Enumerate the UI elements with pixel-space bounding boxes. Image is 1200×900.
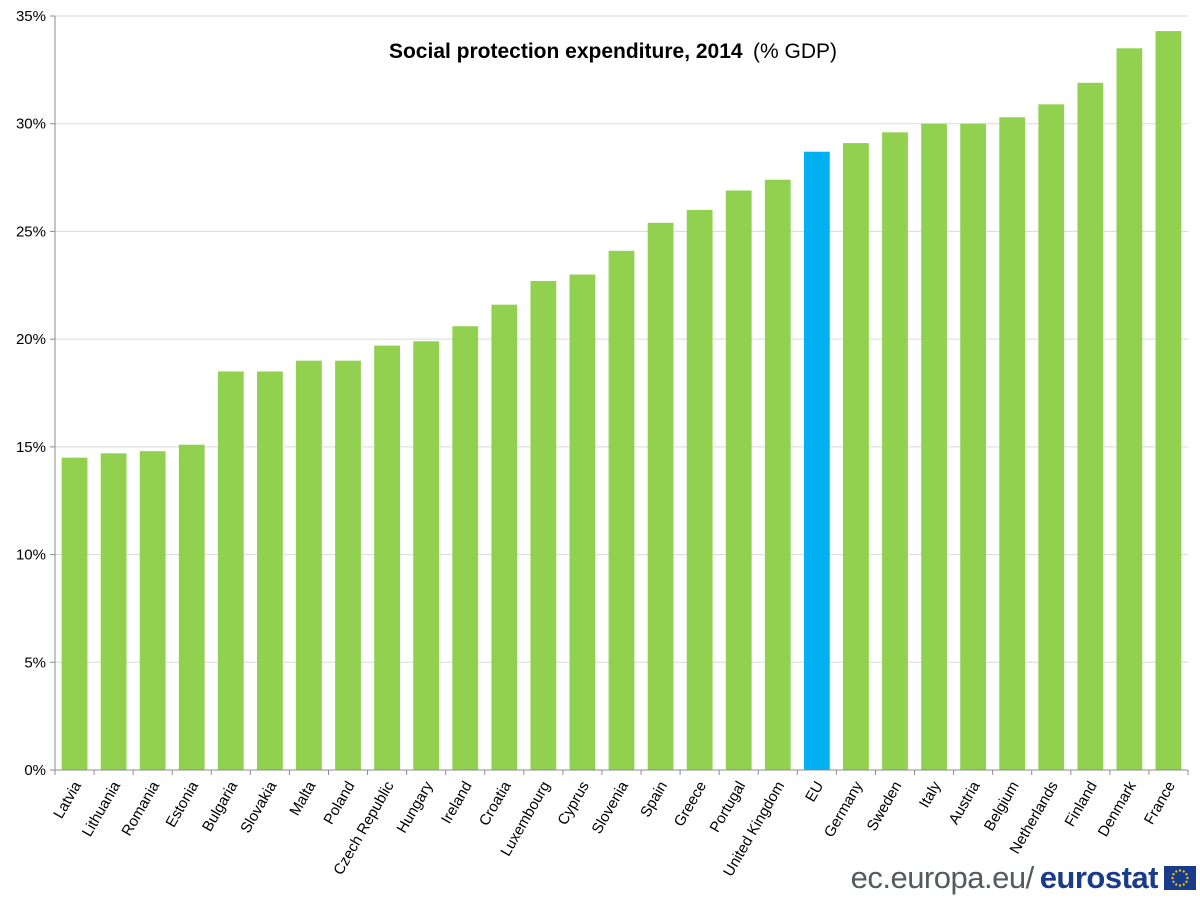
x-tick-label: Slovenia [588,778,632,837]
flag-star [1178,869,1182,872]
bar-czech-republic [374,345,400,770]
bar-bulgaria [217,371,244,770]
y-tick-label: 10% [16,547,46,564]
flag-star [1178,884,1182,887]
x-tick-label: Slovakia [237,778,280,836]
bar-eu [803,151,830,771]
flag-star [1185,873,1188,876]
flag-star [1186,876,1189,880]
bar-denmark [1116,48,1143,771]
x-tick-label: Denmark [1095,778,1140,840]
x-tick-label: EU [802,779,827,806]
x-tick-label: Croatia [476,778,515,829]
x-tick-label: Estonia [162,778,202,830]
x-tick-label: Germany [821,778,867,840]
bar-poland [335,360,361,770]
chart-title-unit: (% GDP) [753,40,837,63]
bar-finland [1077,82,1104,771]
bar-croatia [491,304,518,770]
y-tick-label: 30% [16,116,46,133]
chart-title-main: Social protection expenditure, 2014 [389,40,743,63]
x-tick-label: France [1141,779,1179,828]
x-tick-label: Ireland [438,779,476,827]
bar-ireland [452,326,479,770]
bars [61,31,1182,771]
y-tick-label: 15% [16,439,46,456]
eu-flag-icon [1164,866,1196,890]
bar-sweden [882,132,908,770]
bar-slovakia [256,371,283,770]
x-tick-label: Poland [320,779,358,828]
bar-slovenia [608,250,635,770]
bar-austria [960,123,987,770]
eurostat-footer: ec.europa.eu/eurostat [851,858,1196,898]
x-tick-label: Austria [946,778,984,827]
x-tick-label: Bulgaria [199,778,242,835]
x-tick-label: Romania [118,778,163,839]
bar-italy [921,123,947,770]
flag-star [1182,870,1185,873]
bar-malta [296,360,322,770]
bar-portugal [725,190,752,771]
y-tick-label: 0% [24,762,46,779]
flag-star [1175,870,1178,873]
flag-star [1185,880,1188,883]
flag-star [1172,873,1175,876]
footer-url: ec.europa.eu/ [850,860,1035,895]
x-tick-label: Finland [1061,779,1100,830]
x-tick-label: Latvia [50,778,85,822]
x-tick-label: Greece [671,779,710,830]
flag-star [1172,880,1175,883]
bar-luxembourg [530,280,557,770]
x-tick-label: Hungary [394,778,437,836]
bar-greece [686,209,713,770]
bar-romania [139,451,166,770]
flag-star [1171,876,1174,880]
bar-belgium [999,117,1026,771]
chart-title: Social protection expenditure, 2014 (% G… [389,40,837,63]
flag-star [1175,883,1178,886]
bar-lithuania [100,453,127,770]
y-axis-ticks: 0% 5% 10% 15% 20% 25% 30% 35% [16,8,46,779]
bar-netherlands [1038,104,1065,771]
bar-germany [843,143,869,771]
bar-united-kingdom [764,179,791,770]
x-tick-label: Spain [637,779,671,821]
y-tick-label: 25% [16,223,46,240]
y-tick-label: 20% [16,331,46,348]
x-tick-label: Sweden [864,779,906,834]
flag-star [1182,883,1185,886]
bar-hungary [413,341,440,770]
x-tick-label: Italy [916,778,945,811]
y-tick-label: 5% [24,654,46,671]
bar-estonia [178,444,205,770]
axes [50,15,1189,775]
y-tick-label: 35% [16,8,46,25]
x-tick-label: Malta [286,778,319,819]
x-tick-label: Cyprus [554,779,592,829]
bar-spain [647,222,674,771]
footer-brand: eurostat [1039,860,1159,895]
bar-latvia [61,457,88,770]
bar-france [1155,31,1182,770]
x-tick-label: Belgium [981,779,1023,834]
bar-cyprus [569,274,596,770]
x-tick-label: Portugal [707,779,750,836]
